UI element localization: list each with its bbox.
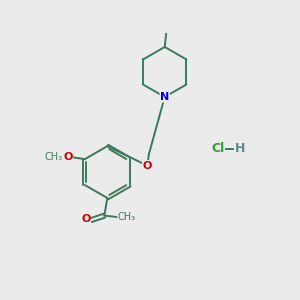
Text: O: O: [81, 214, 91, 224]
Text: H: H: [235, 142, 245, 155]
Text: O: O: [143, 160, 152, 171]
Text: O: O: [63, 152, 73, 162]
Text: CH₃: CH₃: [44, 152, 62, 162]
Text: Cl: Cl: [211, 142, 224, 155]
Text: CH₃: CH₃: [118, 212, 136, 222]
Text: N: N: [160, 92, 169, 102]
